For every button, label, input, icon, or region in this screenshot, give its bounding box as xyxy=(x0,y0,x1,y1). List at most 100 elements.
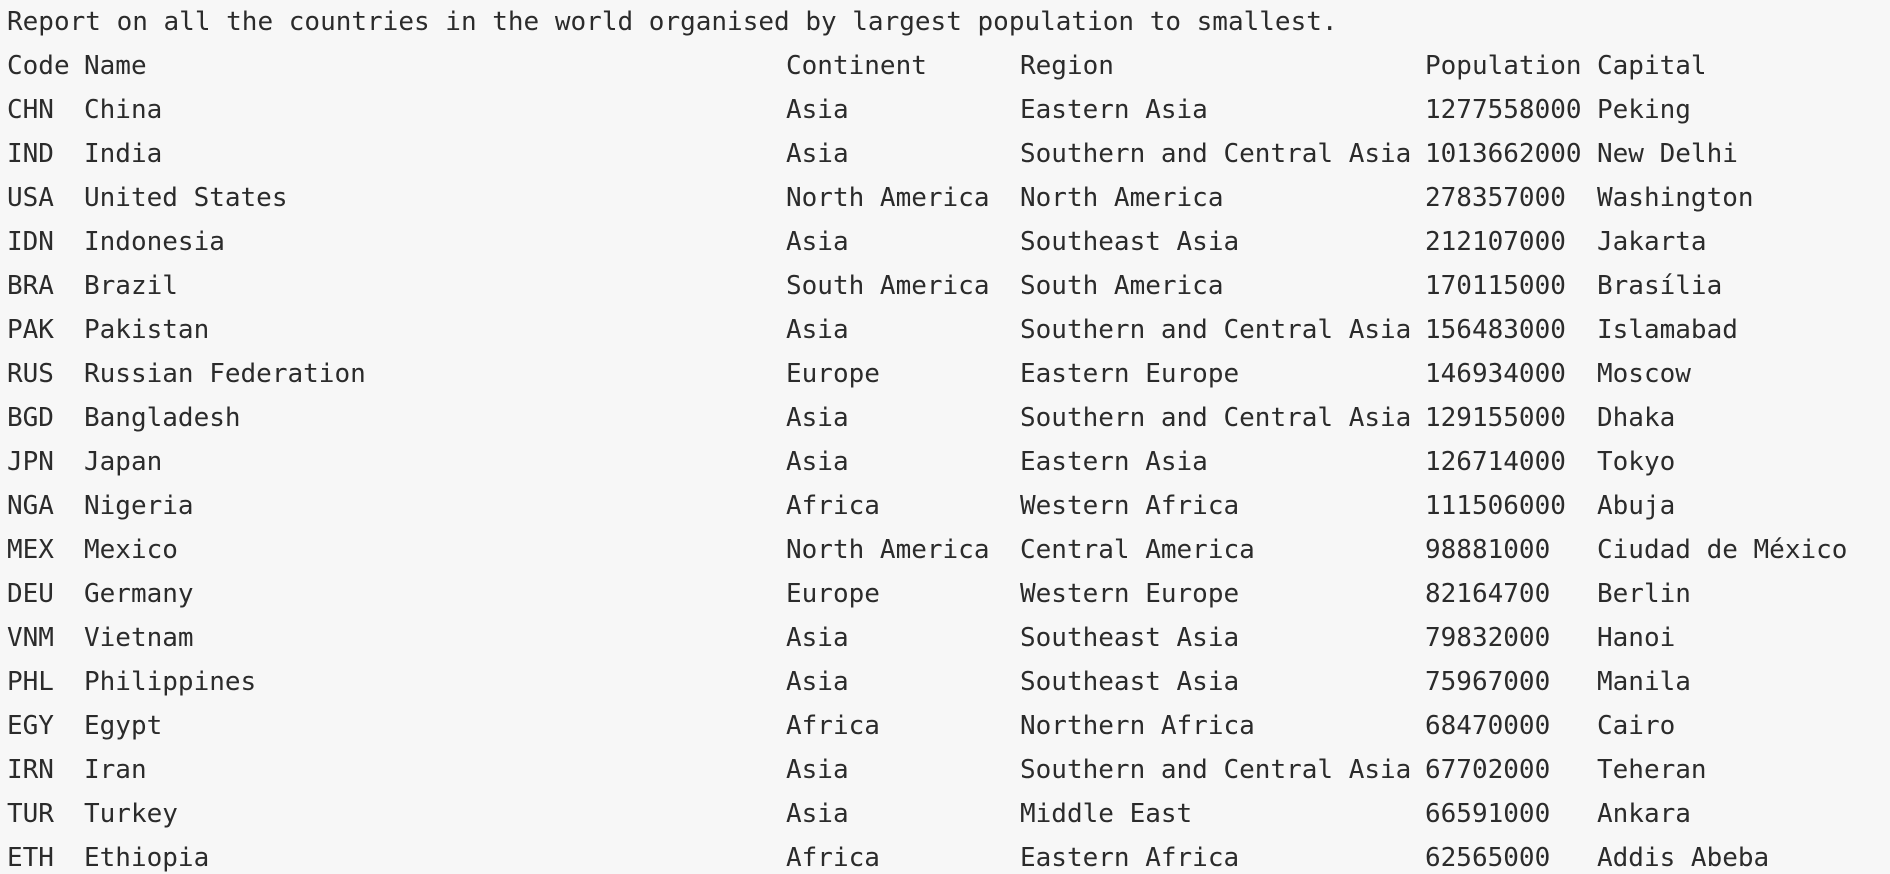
cell-code: IRN xyxy=(7,755,54,785)
report-rows: CHN China Asia Eastern Asia 1277558000 Peking… xyxy=(7,88,1883,874)
header-name: Name xyxy=(84,51,147,81)
cell-region: Southern and Central Asia xyxy=(1020,139,1412,169)
table-row: IRN Iran Asia Southern and Central Asia 6770… xyxy=(7,748,1883,792)
cell-continent: Asia xyxy=(786,623,849,653)
table-row: VNM Vietnam Asia Southeast Asia 79832000 Hano… xyxy=(7,616,1883,660)
cell-code: PAK xyxy=(7,315,54,345)
cell-name: Bangladesh xyxy=(84,403,241,433)
cell-name: Vietnam xyxy=(84,623,194,653)
cell-population: 1013662000 xyxy=(1425,139,1582,169)
cell-capital: New Delhi xyxy=(1597,139,1738,169)
cell-continent: Africa xyxy=(786,711,880,741)
cell-population: 170115000 xyxy=(1425,271,1566,301)
cell-region: Western Africa xyxy=(1020,491,1240,521)
cell-capital: Teheran xyxy=(1597,755,1707,785)
cell-capital: Abuja xyxy=(1597,491,1676,521)
cell-code: JPN xyxy=(7,447,54,477)
cell-name: Turkey xyxy=(84,799,178,829)
cell-population: 79832000 xyxy=(1425,623,1551,653)
cell-population: 126714000 xyxy=(1425,447,1566,477)
cell-region: Eastern Asia xyxy=(1020,447,1208,477)
cell-region: Eastern Asia xyxy=(1020,95,1208,125)
cell-capital: Cairo xyxy=(1597,711,1676,741)
cell-code: RUS xyxy=(7,359,54,389)
cell-population: 111506000 xyxy=(1425,491,1566,521)
cell-code: BRA xyxy=(7,271,54,301)
cell-name: Nigeria xyxy=(84,491,194,521)
cell-continent: Asia xyxy=(786,447,849,477)
cell-region: Southern and Central Asia xyxy=(1020,315,1412,345)
cell-region: Western Europe xyxy=(1020,579,1240,609)
cell-continent: Asia xyxy=(786,139,849,169)
cell-continent: Asia xyxy=(786,799,849,829)
cell-continent: North America xyxy=(786,183,990,213)
header-continent: Continent xyxy=(786,51,927,81)
cell-capital: Hanoi xyxy=(1597,623,1676,653)
cell-population: 82164700 xyxy=(1425,579,1551,609)
cell-continent: Asia xyxy=(786,315,849,345)
cell-region: Eastern Europe xyxy=(1020,359,1240,389)
cell-continent: South America xyxy=(786,271,990,301)
cell-region: Southeast Asia xyxy=(1020,623,1240,653)
cell-capital: Tokyo xyxy=(1597,447,1676,477)
cell-name: Iran xyxy=(84,755,147,785)
cell-population: 98881000 xyxy=(1425,535,1551,565)
table-row: PAK Pakistan Asia Southern and Central Asia… xyxy=(7,308,1883,352)
cell-code: PHL xyxy=(7,667,54,697)
table-row: EGY Egypt Africa Northern Africa 68470000 Cai… xyxy=(7,704,1883,748)
header-region: Region xyxy=(1020,51,1114,81)
cell-code: IDN xyxy=(7,227,54,257)
table-row: BRA Brazil South America South America 17011… xyxy=(7,264,1883,308)
cell-population: 129155000 xyxy=(1425,403,1566,433)
cell-population: 66591000 xyxy=(1425,799,1551,829)
cell-continent: Asia xyxy=(786,667,849,697)
cell-capital: Islamabad xyxy=(1597,315,1738,345)
cell-population: 62565000 xyxy=(1425,843,1551,873)
console-output: Report on all the countries in the world… xyxy=(7,0,1883,874)
table-row: TUR Turkey Asia Middle East 66591000 Ankara xyxy=(7,792,1883,836)
table-row: MEX Mexico North America Central America 988… xyxy=(7,528,1883,572)
cell-name: Brazil xyxy=(84,271,178,301)
cell-capital: Moscow xyxy=(1597,359,1691,389)
cell-name: India xyxy=(84,139,163,169)
cell-name: Japan xyxy=(84,447,163,477)
cell-continent: Asia xyxy=(786,755,849,785)
cell-population: 212107000 xyxy=(1425,227,1566,257)
cell-capital: Ankara xyxy=(1597,799,1691,829)
cell-population: 75967000 xyxy=(1425,667,1551,697)
cell-name: Pakistan xyxy=(84,315,210,345)
table-row: ETH Ethiopia Africa Eastern Africa 62565000 A… xyxy=(7,836,1883,874)
cell-region: Central America xyxy=(1020,535,1255,565)
cell-code: VNM xyxy=(7,623,54,653)
cell-capital: Jakarta xyxy=(1597,227,1707,257)
table-row: JPN Japan Asia Eastern Asia 126714000 Tokyo xyxy=(7,440,1883,484)
cell-capital: Berlin xyxy=(1597,579,1691,609)
cell-name: China xyxy=(84,95,163,125)
cell-capital: Washington xyxy=(1597,183,1754,213)
cell-name: Ethiopia xyxy=(84,843,210,873)
cell-code: EGY xyxy=(7,711,54,741)
cell-continent: Europe xyxy=(786,359,880,389)
cell-region: Eastern Africa xyxy=(1020,843,1240,873)
cell-code: TUR xyxy=(7,799,54,829)
table-row: CHN China Asia Eastern Asia 1277558000 Peking xyxy=(7,88,1883,132)
table-row: IDN Indonesia Asia Southeast Asia 212107000 J… xyxy=(7,220,1883,264)
cell-continent: Asia xyxy=(786,403,849,433)
table-row: PHL Philippines Asia Southeast Asia 75967000… xyxy=(7,660,1883,704)
cell-name: Philippines xyxy=(84,667,257,697)
cell-continent: Asia xyxy=(786,227,849,257)
cell-capital: Addis Abeba xyxy=(1597,843,1770,873)
cell-region: Northern Africa xyxy=(1020,711,1255,741)
cell-name: Egypt xyxy=(84,711,163,741)
cell-capital: Manila xyxy=(1597,667,1691,697)
cell-name: Germany xyxy=(84,579,194,609)
cell-code: ETH xyxy=(7,843,54,873)
report-title-text: Report on all the countries in the world… xyxy=(7,7,1338,37)
cell-code: NGA xyxy=(7,491,54,521)
cell-name: Russian Federation xyxy=(84,359,366,389)
header-row: Code Name Continent Region Population Ca… xyxy=(7,44,1883,88)
table-row: NGA Nigeria Africa Western Africa 111506000 A… xyxy=(7,484,1883,528)
cell-region: Middle East xyxy=(1020,799,1193,829)
cell-name: Mexico xyxy=(84,535,178,565)
cell-continent: Europe xyxy=(786,579,880,609)
